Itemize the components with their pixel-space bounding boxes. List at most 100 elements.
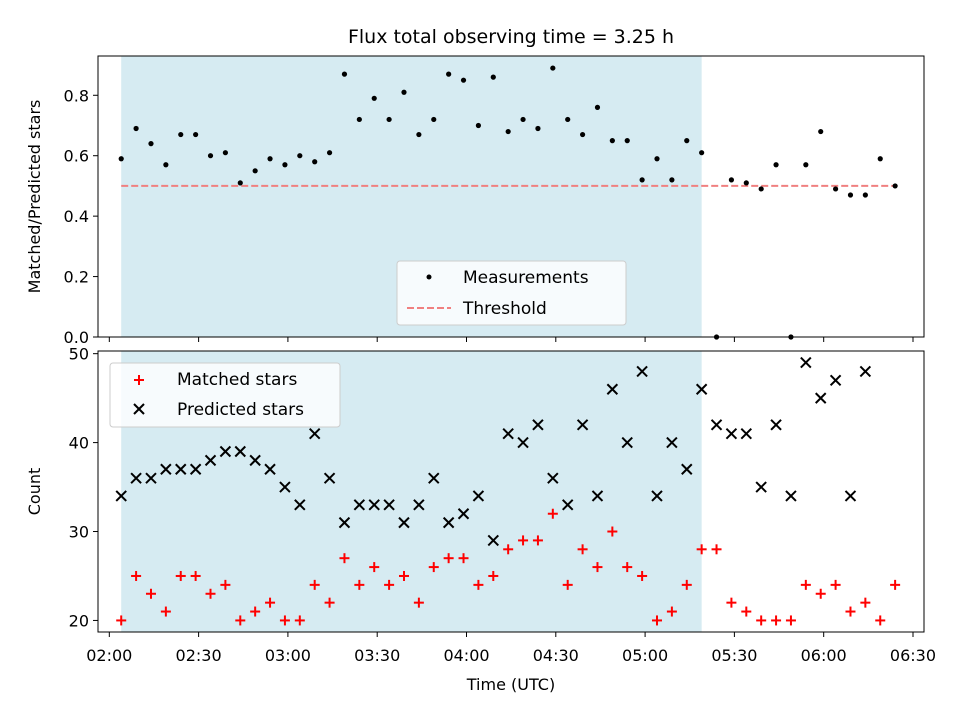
matched-star-point (562, 579, 573, 590)
matched-star-point (607, 526, 618, 537)
top-legend-box (396, 260, 627, 326)
predicted-star-point (413, 499, 425, 511)
x-tick-label: 05:30 (711, 646, 757, 665)
predicted-star-point (844, 490, 857, 502)
matched-star-point (294, 615, 305, 626)
predicted-star-point (815, 392, 827, 404)
bottom-y-axis-label: Count (25, 468, 44, 516)
predicted-star-point (785, 490, 797, 502)
y-tick-label: 50 (69, 345, 89, 364)
measurement-point (699, 150, 705, 156)
matched-star-point (205, 588, 216, 599)
predicted-star-point (621, 436, 633, 449)
measurement-point (386, 116, 392, 123)
predicted-stars-points (115, 356, 872, 547)
measurement-point (862, 192, 868, 198)
matched-star-point (309, 579, 320, 590)
matched-star-point (116, 615, 127, 626)
top-legend: Measurements Threshold (396, 260, 627, 326)
y-tick-label: 0.0 (64, 328, 89, 347)
legend-matched-stars: Matched stars (177, 370, 297, 390)
matched-star-point (875, 615, 886, 626)
predicted-star-point (264, 463, 276, 475)
measurement-point (297, 153, 303, 159)
measurement-point (565, 116, 571, 123)
legend-threshold: Threshold (462, 299, 547, 319)
matched-star-point (681, 579, 692, 590)
measurement-point (654, 156, 660, 162)
matched-star-point (384, 579, 395, 590)
matched-star-point (339, 553, 350, 564)
matched-star-point (637, 570, 648, 581)
y-tick-label: 0.8 (64, 86, 89, 105)
measurement-point (743, 180, 749, 186)
bottom-panel-frame (97, 350, 925, 633)
predicted-star-point (636, 365, 648, 378)
matched-stars-points (116, 508, 901, 626)
measurement-point (550, 65, 556, 71)
x-tick-label: 02:00 (86, 646, 132, 665)
measurement-point (892, 183, 898, 189)
measurement-point (594, 104, 601, 110)
matched-star-point (175, 570, 186, 581)
measurement-point (267, 156, 273, 162)
y-tick-label: 30 (69, 523, 89, 542)
predicted-star-point (115, 490, 127, 502)
matched-star-point (830, 579, 841, 590)
matched-star-point (622, 562, 633, 573)
matched-star-point (443, 553, 454, 564)
matched-star-point (741, 606, 752, 617)
predicted-star-point (710, 419, 723, 431)
matched-star-point (279, 615, 290, 626)
measurement-point (773, 162, 779, 168)
measurement-point (431, 116, 437, 123)
chart-title: Flux total observing time = 3.25 h (348, 26, 674, 48)
x-tick-label: 03:00 (265, 646, 311, 665)
predicted-star-point (457, 508, 470, 520)
bottom-y-ticks: 20 30 40 50 (69, 345, 98, 630)
predicted-star-point (219, 445, 232, 458)
predicted-star-point (681, 463, 693, 475)
predicted-star-point (175, 463, 187, 475)
bottom-x-ticks: 02:00 02:30 03:00 03:30 04:00 04:30 05:00 05:30… (86, 632, 936, 665)
top-y-axis-label: Matched/Predicted stars (25, 100, 44, 294)
matched-star-point (518, 535, 529, 546)
y-tick-label: 40 (69, 434, 89, 453)
predicted-star-point (532, 419, 544, 431)
y-tick-label: 0.2 (64, 268, 89, 287)
predicted-star-point (517, 436, 529, 449)
predicted-star-point (591, 490, 604, 502)
matched-star-point (666, 606, 677, 617)
predicted-star-point (308, 427, 321, 440)
predicted-star-point (428, 472, 440, 484)
measurement-point (535, 125, 541, 132)
measurement-point (401, 89, 407, 95)
predicted-star-point (651, 490, 663, 502)
predicted-star-point (502, 427, 514, 440)
measurement-point (178, 131, 184, 138)
y-tick-label: 20 (69, 611, 89, 630)
measurement-point (341, 71, 348, 77)
measurement-point (490, 74, 496, 80)
bottom-legend-box (109, 362, 341, 428)
measurement-point (579, 131, 586, 138)
legend-measurements: Measurements (463, 268, 589, 288)
predicted-star-point (606, 383, 619, 395)
top-panel: 0.00.20.40.60.8 Matched/Predicted stars … (25, 55, 925, 347)
matched-star-point (220, 579, 231, 590)
measurement-point (520, 116, 526, 123)
matched-star-point (160, 606, 171, 617)
predicted-star-point (829, 374, 842, 387)
measurement-point (460, 77, 467, 83)
measurement-point (282, 162, 288, 168)
measurement-point (624, 138, 630, 144)
measurement-point (877, 156, 883, 162)
measurement-point (207, 153, 214, 159)
measurement-point (237, 180, 243, 186)
predicted-star-point (561, 499, 574, 511)
matched-star-point (652, 615, 663, 626)
matched-star-point (324, 597, 335, 608)
measurement-points (118, 65, 898, 340)
predicted-star-point (770, 419, 782, 431)
